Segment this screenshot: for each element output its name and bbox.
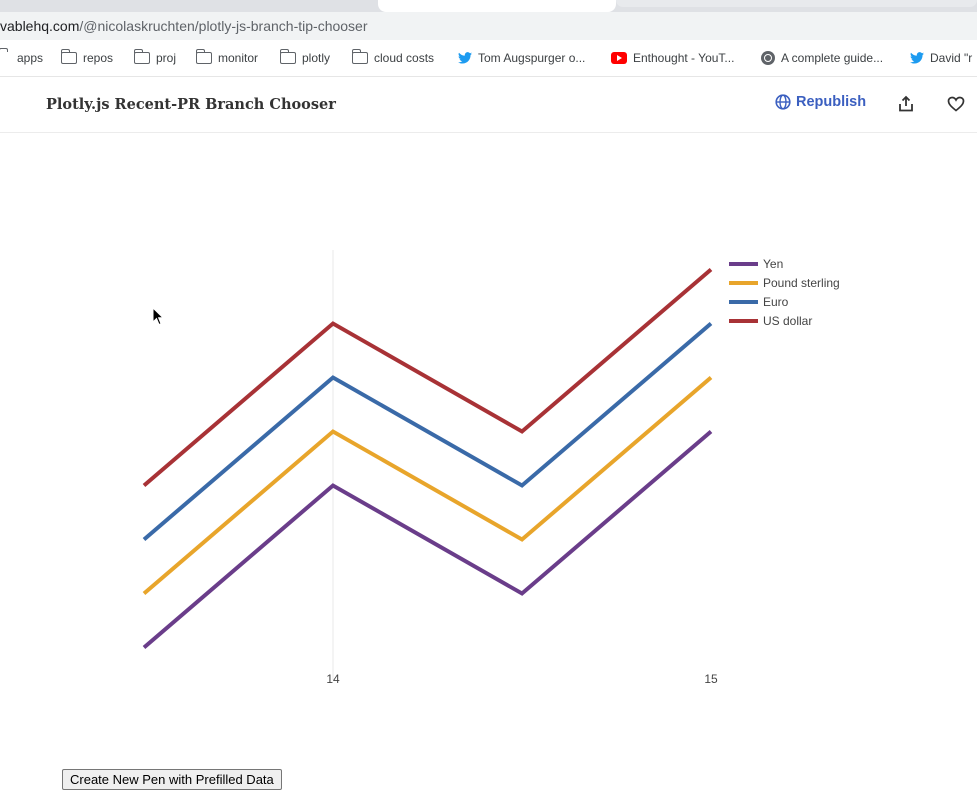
- bookmark-repos[interactable]: repos: [60, 40, 114, 76]
- series-line-yen[interactable]: [142, 429, 713, 650]
- legend-label: Yen: [763, 257, 783, 271]
- legend-item-yen[interactable]: Yen: [729, 257, 783, 271]
- mouse-cursor-icon: [152, 307, 164, 326]
- bookmark-label: plotly: [302, 51, 331, 65]
- create-new-pen-button[interactable]: Create New Pen with Prefilled Data: [62, 769, 282, 790]
- url-path: /@nicolaskruchten/plotly-js-branch-tip-c…: [79, 18, 368, 34]
- bookmark-apps[interactable]: apps: [0, 40, 43, 76]
- bookmark-label: repos: [83, 51, 114, 65]
- legend-label: US dollar: [763, 314, 812, 328]
- bookmark-proj[interactable]: proj: [133, 40, 177, 76]
- notebook-header: Plotly.js Recent-PR Branch Chooser Repub…: [0, 77, 977, 133]
- bookmark-label: monitor: [218, 51, 259, 65]
- page-title: Plotly.js Recent-PR Branch Chooser: [46, 96, 336, 113]
- tab-strip: [0, 0, 977, 12]
- folder-icon: [133, 49, 150, 64]
- bookmark-label: cloud costs: [374, 51, 435, 65]
- legend-item-pound-sterling[interactable]: Pound sterling: [729, 276, 840, 290]
- active-tab[interactable]: [378, 0, 616, 12]
- address-bar[interactable]: vablehq.com/@nicolaskruchten/plotly-js-b…: [0, 12, 977, 40]
- bookmark-label: Tom Augspurger o...: [478, 51, 586, 65]
- republish-button[interactable]: Republish: [775, 94, 866, 110]
- bookmark-monitor[interactable]: monitor: [195, 40, 259, 76]
- globe-icon: [761, 51, 775, 65]
- twitter-icon: [458, 52, 472, 64]
- youtube-icon: [611, 52, 627, 64]
- url[interactable]: vablehq.com/@nicolaskruchten/plotly-js-b…: [0, 18, 368, 34]
- bookmark-cloud-costs[interactable]: cloud costs: [351, 40, 435, 76]
- series-line-euro[interactable]: [142, 321, 713, 542]
- legend-item-us-dollar[interactable]: US dollar: [729, 314, 812, 328]
- legend-item-euro[interactable]: Euro: [729, 295, 789, 309]
- legend-label: Euro: [763, 295, 789, 309]
- url-host: vablehq.com: [0, 18, 80, 34]
- twitter-icon: [910, 52, 924, 64]
- bookmark-david[interactable]: David "r: [910, 40, 972, 76]
- folder-icon: [279, 49, 296, 64]
- bookmark-label: David "r: [930, 51, 973, 65]
- series-line-us-dollar[interactable]: [142, 267, 713, 488]
- bookmark-complete-guide[interactable]: A complete guide...: [761, 40, 883, 76]
- browser-tab[interactable]: [616, 0, 977, 7]
- bookmark-label: A complete guide...: [781, 51, 884, 65]
- bookmark-label: Enthought - YouT...: [633, 51, 735, 65]
- legend-label: Pound sterling: [763, 276, 840, 290]
- bookmarks-bar: apps repos proj monitor plotly cloud cos…: [0, 40, 977, 77]
- republish-label: Republish: [796, 94, 867, 110]
- folder-icon: [60, 49, 77, 64]
- bookmark-label: apps: [17, 51, 44, 65]
- line-chart[interactable]: 14 15 Yen Pound sterling Euro US dollar: [0, 133, 977, 733]
- bookmark-tom-augspurger[interactable]: Tom Augspurger o...: [458, 40, 585, 76]
- x-tick-label: 15: [704, 672, 718, 686]
- bookmark-label: proj: [156, 51, 177, 65]
- series-line-pound-sterling[interactable]: [142, 375, 713, 596]
- bookmark-plotly[interactable]: plotly: [279, 40, 331, 76]
- heart-icon[interactable]: [947, 96, 965, 112]
- share-icon[interactable]: [897, 95, 915, 113]
- x-tick-label: 14: [326, 672, 340, 686]
- bookmark-enthought[interactable]: Enthought - YouT...: [611, 40, 734, 76]
- folder-icon: [195, 49, 212, 64]
- folder-icon: [351, 49, 368, 64]
- globe-icon: [775, 94, 791, 110]
